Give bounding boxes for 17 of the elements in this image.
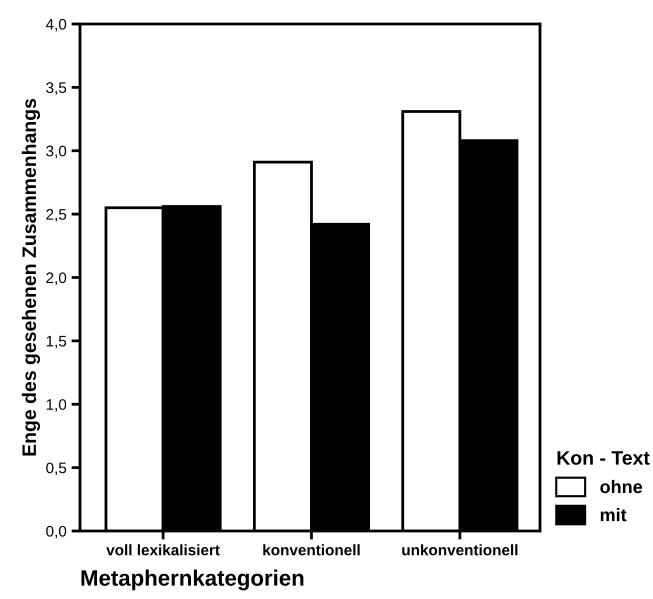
y-tick-label: 3,5 bbox=[46, 82, 66, 95]
y-tick-label: 1,0 bbox=[46, 399, 66, 412]
y-tick-label: 2,0 bbox=[46, 272, 66, 285]
y-tick-label: 3,0 bbox=[46, 146, 66, 158]
y-tick-label: 1,5 bbox=[46, 336, 66, 348]
x-tick-label: unkonventionell bbox=[402, 544, 518, 556]
legend-label: mit bbox=[600, 508, 626, 522]
y-tick-label: 2,5 bbox=[46, 208, 66, 222]
y-tick-label: 0,5 bbox=[46, 462, 66, 476]
legend-title: Kon - Text bbox=[558, 451, 650, 465]
y-axis-title: Enge des gesehenen Zusammenhangs bbox=[22, 98, 40, 456]
x-axis-title: Metaphernkategorien bbox=[81, 570, 304, 590]
x-tick-label: konventionell bbox=[263, 544, 360, 556]
x-tick-label: voll lexikalisiert bbox=[106, 544, 220, 556]
y-tick-label: 0,0 bbox=[46, 526, 66, 538]
legend-label: ohne bbox=[600, 480, 642, 494]
y-tick-label: 4,0 bbox=[46, 18, 66, 32]
